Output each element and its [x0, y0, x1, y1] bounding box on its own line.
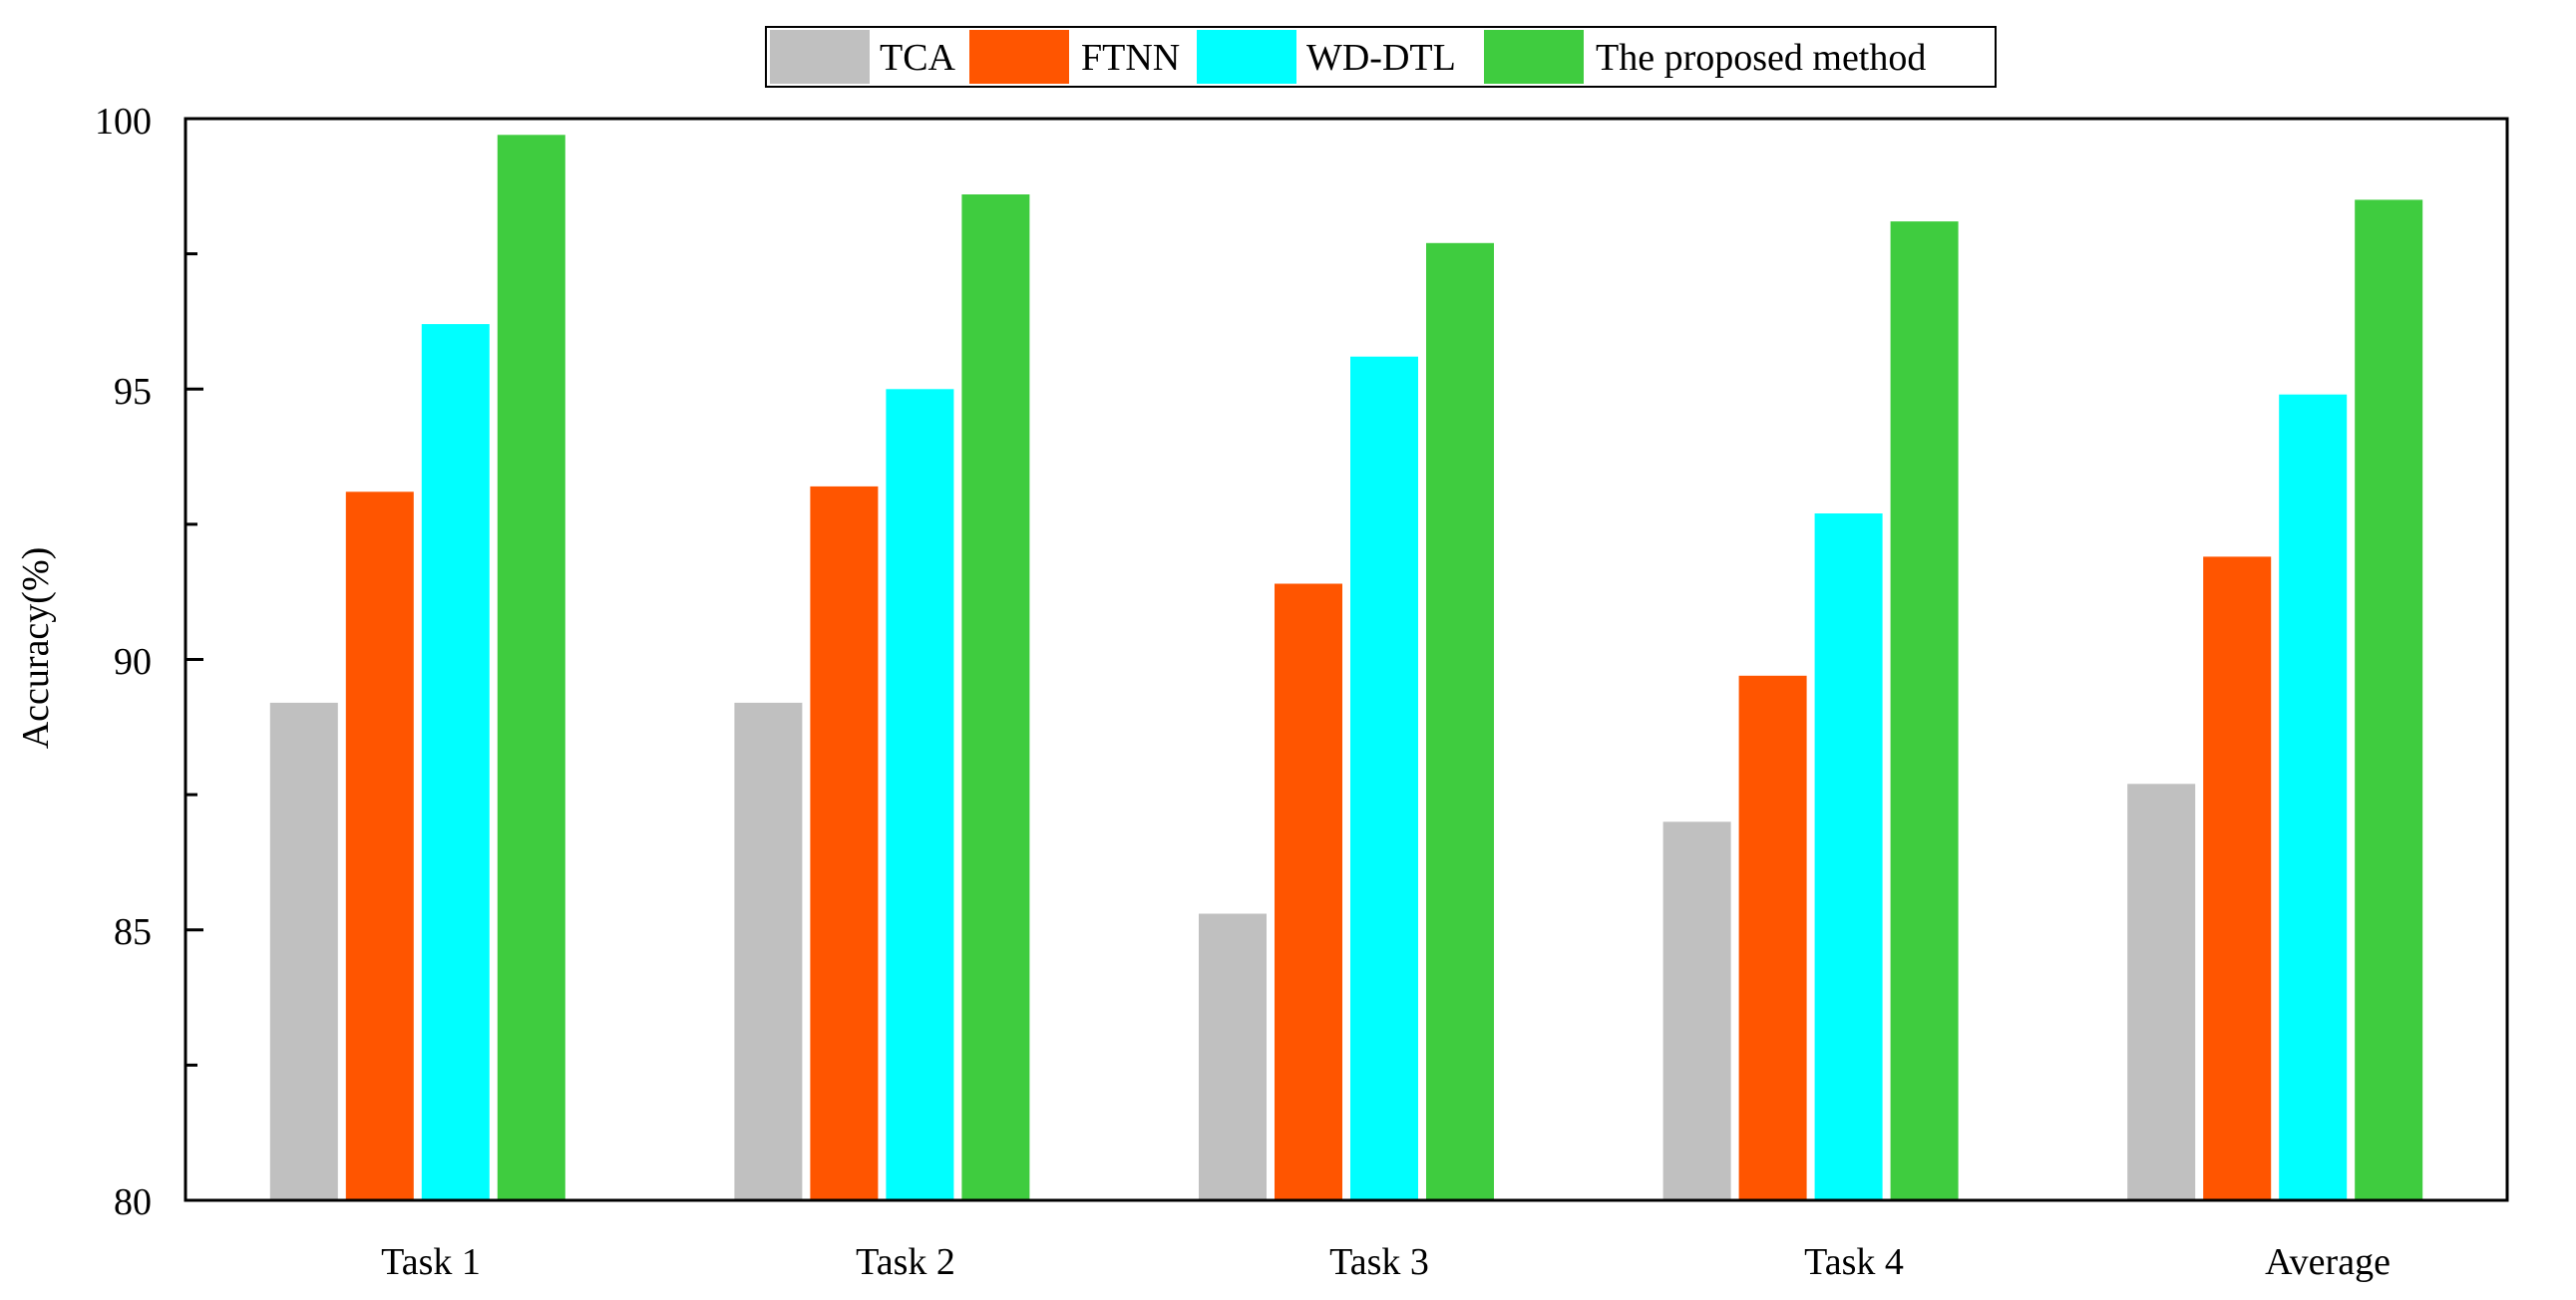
y-tick-label-85: 85	[114, 911, 152, 953]
legend-label-proposed: The proposed method	[1596, 37, 1926, 79]
bar-ftnn-task-3	[1275, 583, 1342, 1200]
bar-the-proposed-method-task-4	[1890, 221, 1959, 1201]
bar-tca-task-4	[1662, 821, 1731, 1201]
bar-the-proposed-method-average	[2355, 199, 2423, 1200]
bar-wd-dtl-task-1	[421, 324, 490, 1201]
bar-ftnn-task-4	[1738, 675, 1807, 1200]
x-tick-label-task-1: Task 1	[381, 1241, 481, 1283]
bar-tca-task-3	[1199, 913, 1267, 1200]
bar-tca-task-2	[734, 702, 803, 1200]
bar-wd-dtl-task-3	[1350, 356, 1418, 1200]
legend-label-wd-dtl: WD-DTL	[1306, 37, 1456, 79]
y-tick-label-90: 90	[114, 641, 152, 683]
bar-ftnn-task-2	[810, 486, 879, 1200]
bar-ftnn-average	[2203, 556, 2272, 1200]
bar-wd-dtl-task-4	[1814, 513, 1883, 1200]
x-tick-label-task-4: Task 4	[1804, 1241, 1904, 1283]
y-axis-title: Accuracy(%)	[15, 547, 57, 750]
y-tick-label-95: 95	[114, 371, 152, 413]
x-tick-label-task-2: Task 2	[856, 1241, 955, 1283]
legend-label-tca: TCA	[880, 37, 956, 79]
bar-ftnn-task-1	[345, 491, 414, 1200]
bar-the-proposed-method-task-2	[961, 194, 1030, 1200]
legend-swatch-proposed	[1484, 30, 1584, 84]
bar-the-proposed-method-task-1	[497, 135, 565, 1200]
x-tick-label-average: Average	[2265, 1241, 2391, 1283]
bar-tca-task-1	[269, 702, 338, 1200]
axis-ticks	[185, 117, 203, 1202]
bar-wd-dtl-average	[2279, 394, 2348, 1200]
legend-label-ftnn: FTNN	[1081, 37, 1180, 79]
bar-wd-dtl-task-2	[886, 389, 954, 1201]
legend-swatch-tca	[770, 30, 870, 84]
legend: TCA FTNN WD-DTL The proposed method	[765, 26, 1997, 88]
y-tick-label-100: 100	[95, 101, 152, 143]
y-tick-labels: 80 85 90 95 100	[95, 101, 152, 1223]
x-tick-label-task-3: Task 3	[1329, 1241, 1429, 1283]
legend-swatch-ftnn	[969, 30, 1069, 84]
bar-tca-average	[2127, 784, 2196, 1200]
bar-the-proposed-method-task-3	[1426, 242, 1494, 1201]
bars-group	[269, 135, 2423, 1201]
y-tick-label-80: 80	[114, 1181, 152, 1223]
plot-frame	[184, 117, 2509, 1202]
x-tick-labels: Task 1 Task 2 Task 3 Task 4 Average	[381, 1241, 2391, 1283]
legend-swatch-wd-dtl	[1197, 30, 1296, 84]
